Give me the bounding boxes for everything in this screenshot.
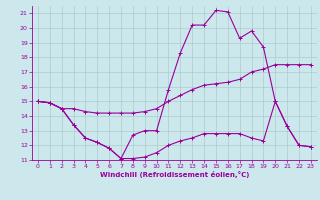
X-axis label: Windchill (Refroidissement éolien,°C): Windchill (Refroidissement éolien,°C) [100,171,249,178]
